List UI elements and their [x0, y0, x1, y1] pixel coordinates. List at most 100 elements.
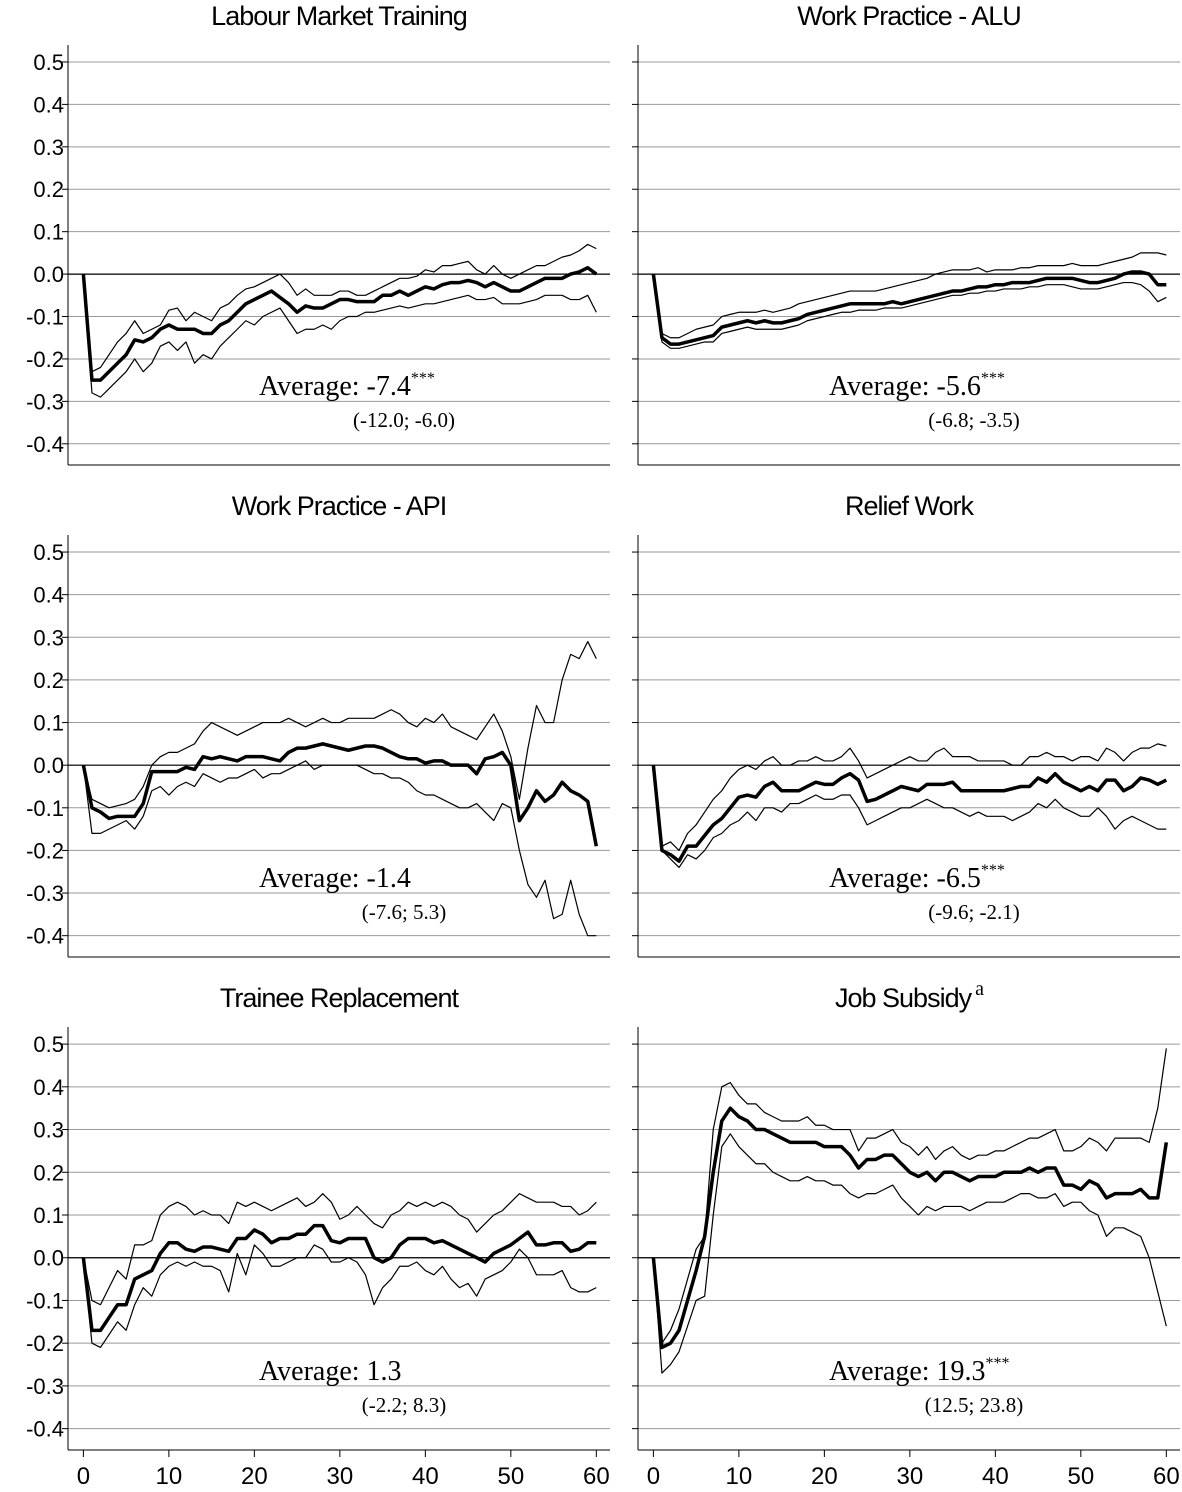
- panel: Job Subsidy a 0 10 20 30 40 50 60 Average: 19.3**…: [632, 978, 1180, 1490]
- y-tick-label: -0.1: [26, 305, 64, 330]
- y-tick-label: 0.2: [33, 668, 64, 693]
- annotation: Average: -6.5***: [829, 862, 1005, 894]
- x-tick-label: 10: [726, 1463, 753, 1490]
- series-line: [652, 765, 1167, 869]
- x-tick-label: 20: [241, 1463, 268, 1490]
- average-text: Average: 19.3: [829, 1356, 986, 1387]
- x-tick-label: 30: [327, 1463, 354, 1490]
- y-tick-label: 0.2: [33, 1160, 64, 1185]
- y-tick-label: 0.5: [33, 540, 64, 565]
- significance: ***: [411, 370, 435, 387]
- y-tick-label: 0.4: [33, 583, 64, 608]
- title-text: Trainee Replacement: [220, 983, 460, 1013]
- x-tick-label: 50: [1067, 1463, 1094, 1490]
- average-text: Average: -6.5: [829, 863, 981, 894]
- y-tick-label: -0.4: [26, 1417, 64, 1442]
- panel: Work Practice - API -0.4 -0.3 -0.2 -0.1 0.0 0.…: [26, 491, 610, 958]
- y-tick-label: 0.0: [33, 1246, 64, 1271]
- panel: Trainee Replacement -0.4 -0.3 -0.2 -0.1 0.0 0.…: [26, 983, 610, 1490]
- panel: Labour Market Training -0.4 -0.3 -0.2 -0.1 0.…: [26, 1, 610, 466]
- y-tick-label: -0.1: [26, 796, 64, 821]
- series-line: [82, 640, 597, 809]
- x-tick-label: 10: [156, 1463, 183, 1490]
- title-text: Work Practice - API: [232, 491, 447, 521]
- series-line: [81, 1223, 597, 1333]
- y-tick-label: 0.3: [33, 1118, 64, 1143]
- y-tick-label: -0.2: [26, 838, 64, 863]
- x-tick-label: 60: [583, 1463, 610, 1490]
- series-line: [81, 742, 599, 847]
- interval: (-12.0; -6.0): [353, 408, 455, 432]
- series-line: [652, 743, 1167, 852]
- average-text: Average: 1.3: [259, 1356, 402, 1387]
- y-tick-label: 0.3: [33, 135, 64, 160]
- annotation: Average: -1.4: [259, 863, 411, 894]
- series-line: [82, 243, 597, 373]
- y-tick-label: 0.5: [33, 1032, 64, 1057]
- interval: (-2.2; 8.3): [362, 1393, 447, 1417]
- title-text: Work Practice - ALU: [797, 1, 1021, 31]
- x-tick-label: 40: [412, 1463, 439, 1490]
- average-text: Average: -5.6: [829, 371, 981, 402]
- title-text: Labour Market Training: [211, 1, 467, 31]
- panel-title: Work Practice - API: [232, 491, 447, 521]
- title-text: Relief Work: [845, 491, 975, 521]
- annotation: Average: 19.3***: [829, 1355, 1010, 1387]
- y-tick-label: 0.0: [33, 753, 64, 778]
- x-tick-label: 30: [897, 1463, 924, 1490]
- panel: Work Practice - ALU Average: -5.6*** (-6.8…: [632, 1, 1180, 466]
- x-tick-label: 60: [1153, 1463, 1180, 1490]
- annotation: Average: 1.3: [259, 1356, 402, 1387]
- average-text: Average: -1.4: [259, 863, 411, 894]
- y-tick-label: -0.2: [26, 347, 64, 372]
- y-tick-label: 0.0: [33, 262, 64, 287]
- y-tick-label: 0.3: [33, 625, 64, 650]
- series-line: [82, 274, 597, 398]
- series-line: [81, 265, 598, 382]
- interval: (12.5; 23.8): [925, 1393, 1024, 1417]
- y-tick-label: -0.4: [26, 432, 64, 457]
- series-line: [652, 274, 1167, 349]
- x-tick-label: 40: [982, 1463, 1009, 1490]
- x-tick-label: 20: [811, 1463, 838, 1490]
- series-line: [82, 760, 597, 937]
- panel-title: Labour Market Training: [211, 1, 467, 31]
- panel: Relief Work Average: -6.5*** (-9.6; -2.1): [632, 491, 1180, 958]
- annotation: Average: -5.6***: [829, 370, 1005, 402]
- y-tick-label: 0.4: [33, 1075, 64, 1100]
- x-tick-label: 0: [647, 1463, 660, 1490]
- y-tick-label: -0.1: [26, 1288, 64, 1313]
- series-line: [82, 1244, 597, 1349]
- series-line: [652, 252, 1167, 339]
- y-tick-label: -0.3: [26, 881, 64, 906]
- y-tick-label: 0.5: [33, 50, 64, 75]
- series-line: [652, 1133, 1167, 1374]
- average-text: Average: -7.4: [259, 371, 411, 402]
- x-tick-label: 50: [497, 1463, 524, 1490]
- panel-title: Work Practice - ALU: [797, 1, 1021, 31]
- x-tick-label: 0: [77, 1463, 90, 1490]
- y-tick-label: 0.2: [33, 177, 64, 202]
- significance: ***: [981, 862, 1005, 879]
- series-line: [652, 1048, 1167, 1344]
- y-tick-label: 0.4: [33, 92, 64, 117]
- y-tick-label: -0.4: [26, 924, 64, 949]
- y-tick-label: 0.1: [33, 1203, 64, 1228]
- y-tick-label: 0.1: [33, 711, 64, 736]
- panel-title: Job Subsidy a: [835, 978, 984, 1013]
- y-tick-label: 0.1: [33, 220, 64, 245]
- series-line: [651, 1106, 1169, 1350]
- title-note: a: [975, 978, 984, 1000]
- significance: ***: [986, 1355, 1010, 1372]
- interval: (-6.8; -3.5): [928, 408, 1020, 432]
- title-text: Job Subsidy: [835, 983, 973, 1013]
- y-tick-label: -0.3: [26, 1374, 64, 1399]
- panel-title: Relief Work: [845, 491, 975, 521]
- interval: (-7.6; 5.3): [362, 900, 447, 924]
- series-line: [651, 270, 1167, 346]
- panel-title: Trainee Replacement: [220, 983, 460, 1013]
- series-line: [651, 765, 1168, 863]
- series-line: [82, 1193, 597, 1306]
